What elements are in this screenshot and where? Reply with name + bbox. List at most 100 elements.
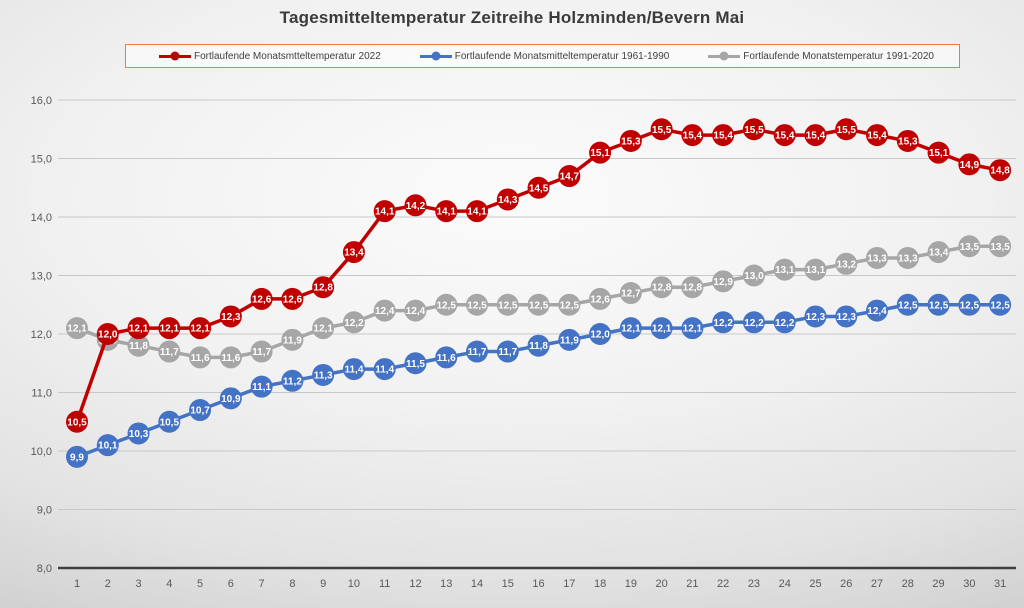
data-label: 15,3 — [898, 136, 918, 147]
data-label: 12,1 — [67, 324, 87, 335]
data-point — [312, 276, 335, 299]
y-axis-label: 12,0 — [31, 329, 52, 341]
data-point — [158, 340, 181, 363]
data-label: 12,4 — [867, 306, 887, 317]
data-point — [404, 352, 427, 375]
data-label: 9,9 — [70, 452, 84, 463]
data-label: 11,2 — [283, 376, 302, 387]
y-axis-label: 16,0 — [31, 95, 52, 107]
y-axis-label: 10,0 — [31, 446, 52, 458]
data-label: 15,4 — [867, 131, 887, 142]
data-label: 13,0 — [744, 271, 764, 282]
data-label: 12,6 — [283, 294, 303, 305]
data-point — [866, 299, 889, 322]
data-point — [127, 317, 150, 340]
data-point — [558, 165, 581, 188]
data-point — [742, 118, 765, 141]
x-axis-label: 14 — [471, 578, 483, 590]
data-label: 10,1 — [98, 441, 118, 452]
data-label: 11,3 — [314, 370, 333, 381]
data-point — [681, 276, 704, 299]
data-point — [66, 445, 88, 468]
data-label: 14,2 — [406, 201, 426, 212]
data-label: 12,5 — [990, 300, 1010, 311]
data-label: 11,6 — [221, 353, 240, 364]
data-point — [589, 323, 612, 345]
data-label: 11,7 — [252, 347, 271, 358]
series-1: 9,9 10,1 10,3 10,5 10,7 10,9 11,1 11,2 11,3 11,4 1… — [66, 293, 1012, 468]
series-2: 12,1 11,9 11,8 11,7 11,6 11,6 11,7 11,9 12,1 12,2… — [66, 235, 1012, 369]
y-axis-label: 14,0 — [31, 212, 52, 224]
data-label: 12,1 — [313, 324, 333, 335]
y-axis-label: 13,0 — [31, 271, 52, 283]
data-label: 12,2 — [344, 318, 364, 329]
data-label: 14,1 — [437, 207, 457, 218]
data-point — [127, 334, 150, 357]
x-axis-label: 30 — [963, 578, 975, 590]
data-point — [650, 317, 673, 340]
data-point — [989, 159, 1012, 182]
data-point — [896, 129, 919, 152]
data-point — [650, 276, 673, 299]
data-label: 12,8 — [313, 283, 333, 294]
data-label: 12,2 — [775, 318, 795, 329]
data-label: 10,9 — [221, 394, 241, 405]
data-point — [835, 118, 858, 141]
data-point — [158, 317, 181, 340]
data-point — [189, 317, 212, 340]
data-label: 13,5 — [990, 242, 1010, 253]
data-point — [958, 235, 981, 258]
data-label: 12,1 — [160, 324, 180, 335]
data-point — [435, 346, 458, 369]
data-label: 14,3 — [498, 195, 518, 206]
data-label: 11,7 — [160, 347, 179, 358]
x-axis-label: 21 — [686, 578, 698, 590]
x-axis-label: 5 — [197, 578, 203, 590]
data-point — [250, 340, 273, 363]
data-label: 14,1 — [467, 207, 487, 218]
x-axis-label: 9 — [320, 578, 326, 590]
data-label: 12,5 — [529, 300, 549, 311]
data-label: 12,3 — [221, 312, 241, 323]
data-point — [835, 305, 858, 328]
x-axis-label: 11 — [379, 578, 390, 590]
data-label: 13,4 — [929, 248, 949, 259]
legend-marker-1961-1990-icon — [419, 51, 452, 61]
legend-entry-1991-2020: Fortlaufende Monatstemperatur 1991-2020 — [708, 51, 934, 62]
data-point — [404, 194, 427, 217]
data-label: 12,5 — [467, 300, 487, 311]
x-axis-label: 8 — [289, 578, 295, 590]
data-label: 12,9 — [713, 277, 733, 288]
y-axis-label: 15,0 — [31, 154, 52, 166]
data-point — [404, 299, 427, 322]
x-axis-label: 24 — [779, 578, 791, 590]
data-label: 12,5 — [929, 300, 949, 311]
data-point — [804, 305, 827, 328]
x-axis-label: 20 — [656, 578, 668, 590]
data-label: 13,4 — [344, 248, 364, 259]
series-0: 10,5 12,0 12,1 12,1 12,1 12,3 12,6 12,6 12,8 13,4… — [66, 118, 1012, 433]
legend-label-1961-1990: Fortlaufende Monatsmitteltemperatur 1961… — [454, 50, 670, 62]
data-label: 11,6 — [191, 353, 210, 364]
data-point — [958, 293, 981, 316]
data-point — [619, 317, 642, 340]
data-label: 15,4 — [775, 131, 795, 142]
data-point — [435, 293, 458, 316]
chart-title: Tagesmitteltemperatur Zeitreihe Holzmind… — [279, 8, 745, 27]
y-axis-label: 9,0 — [37, 505, 52, 517]
data-point — [650, 118, 673, 141]
data-label: 15,4 — [713, 131, 733, 142]
data-point — [496, 188, 519, 211]
data-label: 11,5 — [406, 359, 425, 370]
data-label: 12,1 — [652, 324, 672, 335]
data-label: 13,5 — [960, 242, 980, 253]
data-label: 12,4 — [406, 306, 426, 317]
data-label: 15,5 — [837, 125, 857, 136]
data-label: 12,1 — [129, 324, 149, 335]
x-axis-label: 31 — [994, 578, 1006, 590]
data-label: 15,4 — [683, 131, 703, 142]
data-point — [96, 323, 119, 345]
x-axis-label: 17 — [563, 578, 575, 590]
x-axis-label: 4 — [166, 578, 172, 590]
